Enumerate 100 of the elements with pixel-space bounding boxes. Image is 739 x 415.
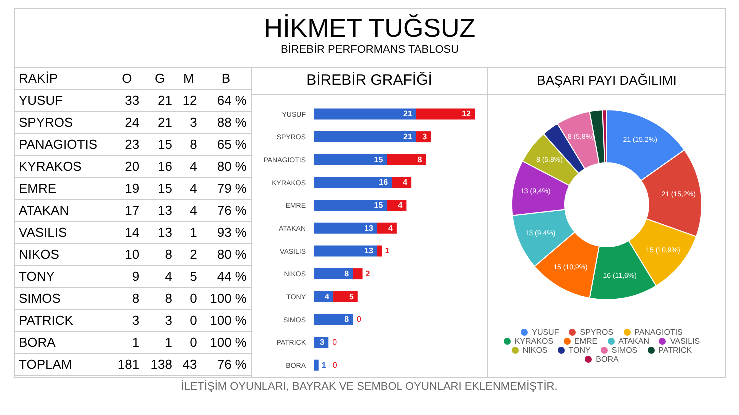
text: 4 xyxy=(165,269,172,284)
text: 23 xyxy=(125,137,140,152)
category-label: ATAKAN xyxy=(19,203,70,218)
text: 33 xyxy=(125,93,140,108)
text: 21 xyxy=(158,93,172,108)
category-label: B xyxy=(201,68,251,90)
text: 100 % xyxy=(210,313,247,328)
text: 0 xyxy=(190,335,198,350)
data-label: 15 xyxy=(374,155,384,164)
text: 8 xyxy=(132,291,140,306)
chart-title: BİREBİR GRAFİĞİ xyxy=(252,68,487,95)
category-label: EMRE xyxy=(19,181,57,196)
text: 3 xyxy=(190,115,198,130)
data-label: 3 xyxy=(320,338,326,348)
text: 65 % xyxy=(217,137,247,152)
data-label: 1 xyxy=(385,246,390,256)
legend-label: VASILIS xyxy=(670,337,700,346)
category-label: RAKİP xyxy=(15,68,111,90)
text: 88 % xyxy=(217,115,247,130)
text: 8 xyxy=(190,137,198,152)
legend-label: NIKOS xyxy=(522,346,548,355)
text: 4 xyxy=(190,203,198,218)
text: 43 xyxy=(182,357,198,372)
bar xyxy=(387,200,407,212)
text: 1 xyxy=(132,335,140,350)
text: İLETİŞİM OYUNLARI, BAYRAK VE SEMBOL OYUNLARI EKLENMEMİŞTİR. xyxy=(180,381,559,393)
text: 15 xyxy=(158,181,172,196)
text: BİREBİR PERFORMANS TABLOSU xyxy=(280,44,460,56)
bar xyxy=(314,200,388,212)
data-label: 8 xyxy=(344,315,350,324)
category-label: BORA xyxy=(19,335,56,350)
text: 79 % xyxy=(217,181,247,196)
data-label: 15 xyxy=(374,201,384,210)
text: 80 % xyxy=(217,247,247,262)
category-label: YUSUF xyxy=(19,93,64,108)
chart-title: BAŞARI PAYI DAĞILIMI xyxy=(488,68,726,95)
category-label: NIKOS xyxy=(19,247,60,262)
text: 64 % xyxy=(217,93,247,108)
data-label: 12 xyxy=(462,110,472,119)
text: 100 % xyxy=(210,291,247,306)
bar xyxy=(377,222,397,234)
text: 15 xyxy=(158,137,172,152)
text: 8 xyxy=(165,247,172,262)
category-label: G xyxy=(144,68,176,90)
text: 21 xyxy=(158,115,172,130)
legend-label: KYRAKOS xyxy=(514,337,554,346)
bar xyxy=(377,246,382,257)
text: 181 xyxy=(118,357,140,372)
data-label: 0 xyxy=(332,360,338,370)
data-label: 3 xyxy=(422,132,428,142)
category-label: VASILIS xyxy=(19,225,68,240)
bar xyxy=(334,291,358,302)
data-label: 0 xyxy=(357,315,362,324)
text: 76 % xyxy=(217,357,247,372)
bar xyxy=(392,177,412,188)
bar xyxy=(314,222,378,234)
text: 12 xyxy=(182,93,198,108)
data-label: 4 xyxy=(403,178,408,188)
data-label: 4 xyxy=(325,292,330,302)
text: 5 xyxy=(190,269,198,284)
data-label: 5 xyxy=(349,292,354,302)
category-label: PATRICK xyxy=(19,313,74,328)
text: 14 xyxy=(125,225,140,240)
text: 0 xyxy=(190,313,198,328)
legend-label: SPYROS xyxy=(580,328,614,337)
data-label: 8 xyxy=(344,270,350,279)
text: 76 % xyxy=(217,203,247,218)
legend-label: ATAKAN xyxy=(618,337,650,346)
text: 3 xyxy=(165,313,172,328)
text: 16 xyxy=(158,159,172,174)
text: 17 xyxy=(125,203,140,218)
text: 2 xyxy=(190,247,198,262)
text: 138 xyxy=(150,357,172,372)
legend-label: SIMOS xyxy=(612,346,638,355)
bar xyxy=(387,154,426,166)
data-label: 0 xyxy=(332,338,338,348)
text: 1 xyxy=(165,335,172,350)
category-label: KYRAKOS xyxy=(19,159,82,174)
legend-label: EMRE xyxy=(574,337,598,346)
category-label: TONY xyxy=(19,269,55,284)
data-label: 4 xyxy=(388,224,394,233)
category-label: O xyxy=(110,68,144,90)
bar xyxy=(314,360,319,371)
data-label: 2 xyxy=(366,270,371,279)
bar xyxy=(353,268,363,280)
text: 9 xyxy=(132,269,140,284)
bar xyxy=(314,314,354,326)
category-label: SIMOS xyxy=(19,291,61,306)
text: 80 % xyxy=(217,159,247,174)
text: 10 xyxy=(125,247,140,262)
text: 100 % xyxy=(210,335,247,350)
bar xyxy=(314,108,416,120)
text: 0 xyxy=(190,291,198,306)
text: 13 xyxy=(158,225,172,240)
text: 4 xyxy=(190,181,198,196)
data-label: 4 xyxy=(398,201,404,210)
bar xyxy=(314,132,416,143)
data-label: 21 xyxy=(404,110,413,119)
text: 20 xyxy=(125,159,140,174)
text: 44 % xyxy=(217,269,247,284)
